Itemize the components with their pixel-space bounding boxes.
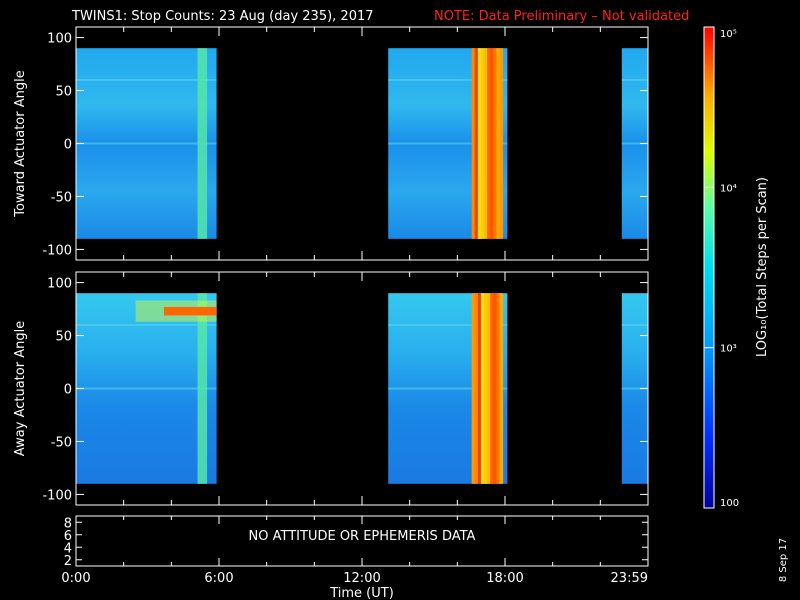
away-angle-angle-streak bbox=[388, 387, 508, 390]
toward-angle-angle-streak bbox=[388, 78, 508, 81]
ytick-label: 50 bbox=[55, 330, 72, 345]
colorbar-tick-label: 10³ bbox=[720, 344, 737, 355]
figure-title: TWINS1: Stop Counts: 23 Aug (day 235), 2… bbox=[71, 9, 374, 24]
away-angle-bright-stripe bbox=[197, 293, 208, 484]
preliminary-note: NOTE: Data Preliminary – Not validated bbox=[434, 9, 689, 24]
toward-angle-angle-streak bbox=[388, 142, 508, 145]
xtick-label: 23:59 bbox=[611, 571, 648, 586]
away-angle-heatmap bbox=[76, 293, 648, 484]
toward-angle-hot-stripe bbox=[477, 48, 482, 239]
toward-angle-hot-stripe bbox=[496, 48, 501, 239]
away-angle-angle-streak bbox=[621, 323, 648, 326]
toward-angle-ylabel: Toward Actuator Angle bbox=[13, 70, 28, 217]
toward-angle-hot-stripe bbox=[499, 48, 504, 239]
ytick-label: 0 bbox=[64, 138, 72, 153]
away-angle-hot-stripe bbox=[490, 293, 494, 484]
ytick-label: 100 bbox=[47, 32, 72, 47]
ytick-label: -50 bbox=[51, 435, 72, 450]
away-angle-ylabel: Away Actuator Angle bbox=[13, 321, 28, 456]
away-angle-hot-stripe bbox=[499, 293, 504, 484]
colorbar-label: LOG₁₀(Total Steps per Scan) bbox=[755, 177, 770, 357]
xtick-label: 12:00 bbox=[343, 571, 380, 586]
ytick-label: 100 bbox=[47, 277, 72, 292]
toward-angle-hot-stripe bbox=[474, 48, 479, 239]
ytick-label: -100 bbox=[42, 488, 72, 503]
toward-angle-heatmap bbox=[76, 48, 648, 239]
ytick-label: 50 bbox=[55, 85, 72, 100]
toward-angle-hot-stripe bbox=[490, 48, 494, 239]
toward-angle-angle-streak bbox=[621, 78, 648, 81]
ytick-label: -50 bbox=[51, 190, 72, 205]
away-angle-hot-stripe bbox=[496, 293, 501, 484]
away-angle-panel: 100 50 0 -50 -100 Away Actuator Angle bbox=[13, 271, 649, 506]
toward-angle-panel: 100 50 0 -50 -100 Toward Actuator Angle bbox=[13, 26, 649, 261]
colorbar-tick-label: 100 bbox=[720, 498, 739, 509]
ytick-label: 2 bbox=[64, 554, 72, 569]
away-angle-hot-stripe bbox=[471, 293, 476, 484]
toward-angle-hot-stripe bbox=[493, 48, 497, 239]
xtick-label: 18:00 bbox=[486, 571, 523, 586]
colorbar-tick-label: 10⁴ bbox=[720, 183, 737, 194]
away-angle-angle-streak bbox=[621, 387, 648, 390]
away-angle-hot-stripe bbox=[474, 293, 479, 484]
toward-angle-hot-stripe bbox=[480, 48, 485, 239]
xtick-label: 0:00 bbox=[61, 571, 90, 586]
away-angle-hot-stripe bbox=[493, 293, 497, 484]
away-angle-angle-streak bbox=[76, 323, 217, 326]
toward-angle-hot-stripe bbox=[471, 48, 476, 239]
ytick-label: -100 bbox=[42, 243, 72, 258]
ytick-label: 8 bbox=[64, 516, 72, 531]
ytick-label: 6 bbox=[64, 529, 72, 544]
away-angle-angle-streak bbox=[76, 387, 217, 390]
no-ephemeris-message: NO ATTITUDE OR EPHEMERIS DATA bbox=[249, 529, 476, 544]
away-angle-hot-feature bbox=[163, 306, 217, 316]
colorbar: 10⁵ 10⁴ 10³ 100 LOG₁₀(Total Steps per Scan) bbox=[703, 26, 770, 509]
ytick-label: 4 bbox=[64, 541, 72, 556]
toward-angle-angle-streak bbox=[76, 78, 217, 81]
toward-angle-hot-stripe bbox=[487, 48, 491, 239]
toward-angle-angle-streak bbox=[621, 142, 648, 145]
toward-angle-angle-streak bbox=[76, 142, 217, 145]
x-axis-label: Time (UT) bbox=[329, 586, 394, 600]
toward-angle-hot-stripe bbox=[484, 48, 488, 239]
date-stamp: 8 Sep 17 bbox=[778, 538, 789, 582]
away-angle-angle-streak bbox=[388, 323, 508, 326]
away-angle-hot-stripe bbox=[484, 293, 488, 484]
toward-angle-bright-stripe bbox=[197, 48, 208, 239]
xtick-label: 6:00 bbox=[204, 571, 233, 586]
colorbar-gradient bbox=[703, 26, 715, 509]
away-angle-hot-stripe bbox=[477, 293, 482, 484]
away-angle-hot-stripe bbox=[487, 293, 491, 484]
ytick-label: 0 bbox=[64, 383, 72, 398]
colorbar-tick-label: 10⁵ bbox=[720, 29, 737, 40]
away-angle-hot-stripe bbox=[480, 293, 485, 484]
